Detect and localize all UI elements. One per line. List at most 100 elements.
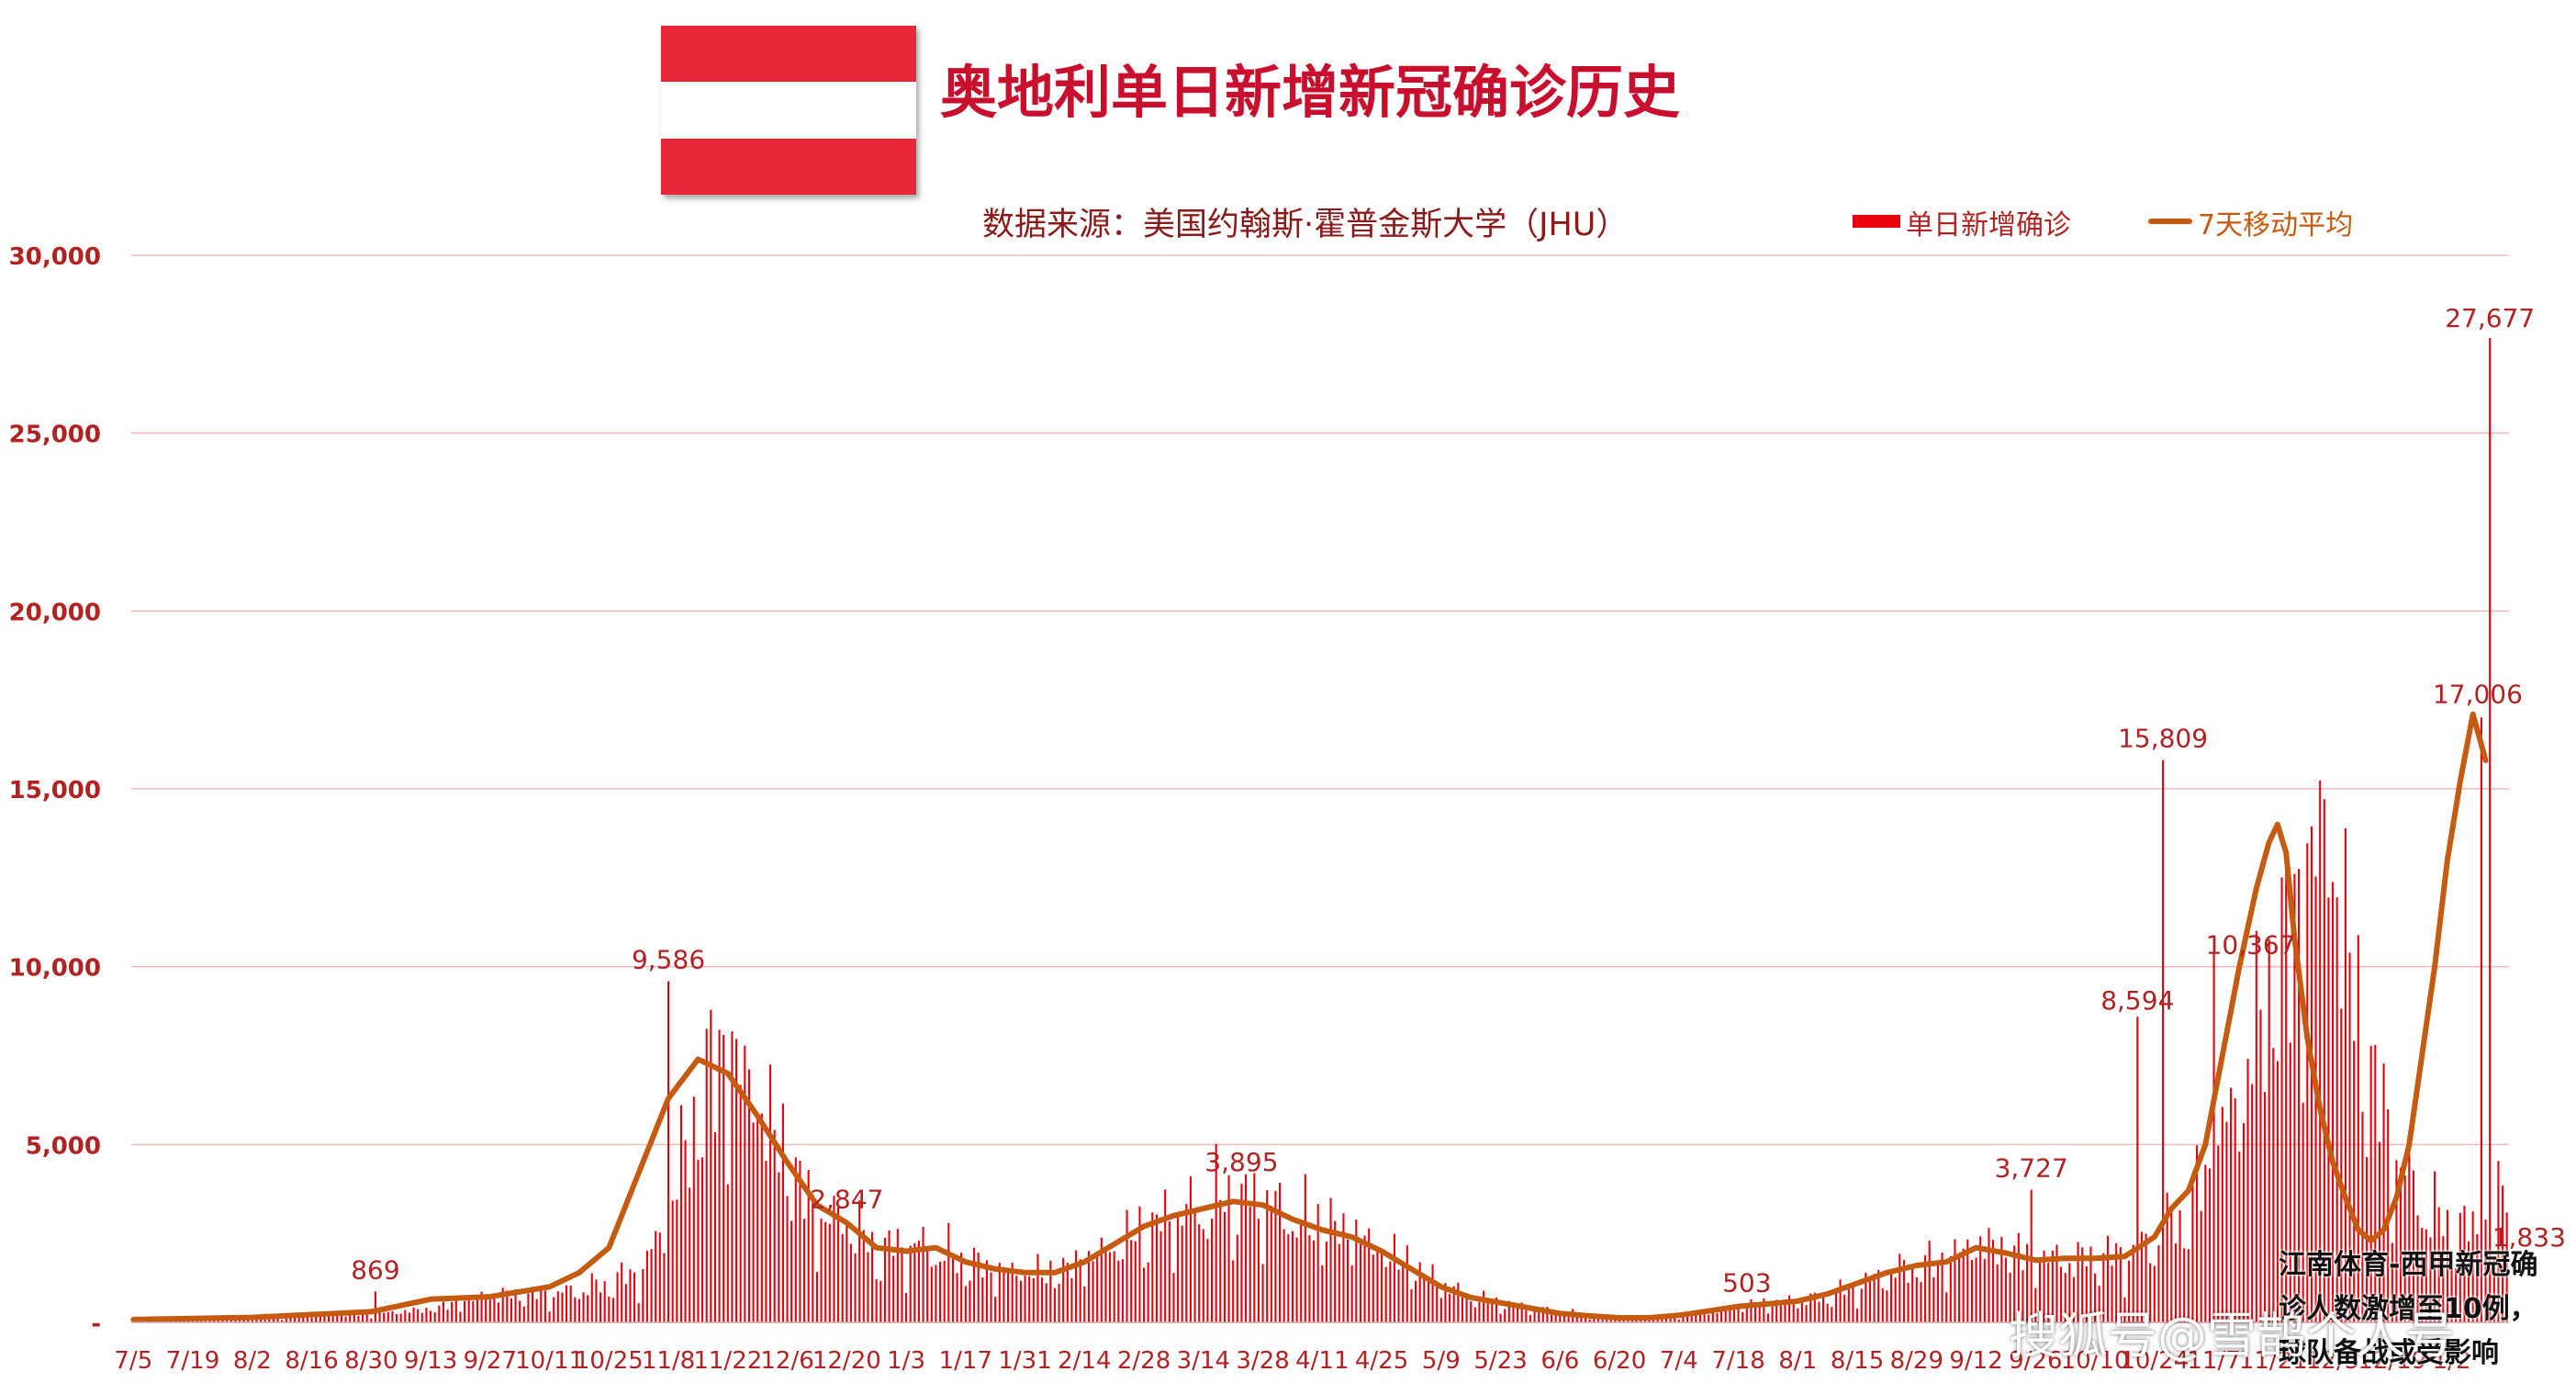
daily-case-bar xyxy=(1011,1263,1014,1322)
x-tick-label: 11/8 xyxy=(642,1347,695,1375)
x-tick-label: 3/28 xyxy=(1236,1347,1289,1375)
daily-case-bar xyxy=(2030,1189,2033,1322)
daily-case-bar xyxy=(1865,1273,1867,1322)
daily-case-bar xyxy=(1036,1253,1039,1322)
daily-case-bar xyxy=(1890,1270,1893,1322)
x-tick-label: 1/31 xyxy=(998,1347,1051,1375)
y-tick-label: 10,000 xyxy=(9,955,101,983)
daily-case-bar xyxy=(815,1271,818,1322)
daily-case-bar xyxy=(2246,1059,2249,1322)
daily-case-bar xyxy=(1618,1319,1621,1322)
x-tick-label: 9/27 xyxy=(464,1347,517,1375)
x-tick-label: 10/11 xyxy=(515,1347,584,1375)
daily-case-bar xyxy=(786,1196,789,1322)
daily-case-bar xyxy=(846,1220,848,1322)
daily-case-bar xyxy=(1724,1306,1727,1322)
daily-case-bar xyxy=(701,1157,704,1322)
daily-case-bar xyxy=(2255,930,2257,1322)
daily-case-bar xyxy=(268,1317,271,1322)
daily-case-bar xyxy=(1193,1209,1196,1322)
daily-case-bar xyxy=(599,1292,602,1322)
daily-case-bar xyxy=(365,1312,368,1322)
daily-case-bar xyxy=(1763,1298,1765,1322)
daily-case-bar xyxy=(574,1297,577,1322)
data-label: 9,586 xyxy=(632,945,705,975)
x-tick-label: 11/21 xyxy=(2239,1347,2308,1375)
daily-case-bar xyxy=(2200,1210,2202,1322)
daily-case-bar xyxy=(1418,1262,1421,1322)
daily-case-bar xyxy=(2458,1212,2461,1322)
daily-case-bar xyxy=(510,1298,512,1322)
daily-case-bar xyxy=(985,1260,988,1322)
daily-case-bar xyxy=(2094,1273,2097,1322)
daily-case-bar xyxy=(1113,1251,1115,1322)
daily-case-bar xyxy=(310,1317,313,1322)
daily-case-bar xyxy=(2298,869,2301,1322)
daily-case-bar xyxy=(540,1288,543,1322)
daily-case-bar xyxy=(888,1230,890,1322)
x-tick-label: 11/22 xyxy=(693,1347,762,1375)
daily-case-bar xyxy=(340,1316,342,1322)
daily-case-bar xyxy=(1813,1292,1816,1322)
daily-case-bar xyxy=(1232,1260,1235,1322)
daily-case-bar xyxy=(454,1298,457,1322)
x-tick-label: 12/19 xyxy=(2358,1347,2426,1375)
daily-case-bar xyxy=(438,1305,441,1322)
daily-case-bar xyxy=(1554,1312,1557,1322)
daily-case-bar xyxy=(1253,1173,1256,1322)
daily-case-bar xyxy=(2191,1174,2194,1322)
daily-case-bar xyxy=(713,1131,716,1322)
daily-case-bar xyxy=(383,1312,386,1322)
daily-case-bar xyxy=(1920,1282,1922,1322)
daily-case-bar xyxy=(1329,1197,1332,1322)
x-tick-label: 10/24 xyxy=(2120,1347,2189,1375)
daily-case-bar xyxy=(1988,1228,1990,1322)
daily-case-bar xyxy=(2128,1260,2131,1322)
x-tick-label: 9/13 xyxy=(404,1347,457,1375)
daily-case-bar xyxy=(587,1295,589,1322)
daily-case-bar xyxy=(1525,1310,1528,1322)
daily-case-bar xyxy=(1512,1303,1515,1322)
daily-case-bar xyxy=(1168,1221,1170,1322)
daily-case-bar xyxy=(1546,1307,1549,1322)
daily-case-bar xyxy=(1227,1175,1230,1322)
daily-case-bar xyxy=(1470,1301,1473,1322)
data-label: 3,895 xyxy=(1204,1147,1278,1177)
daily-case-bar xyxy=(2217,1145,2220,1322)
daily-case-bar xyxy=(561,1292,564,1322)
daily-case-bar xyxy=(2009,1272,2011,1322)
daily-case-bar xyxy=(1686,1314,1689,1322)
daily-case-bar xyxy=(1338,1243,1340,1322)
daily-case-bar xyxy=(420,1312,423,1322)
x-tick-label: 2/14 xyxy=(1058,1347,1111,1375)
daily-case-bar xyxy=(1847,1287,1850,1322)
x-tick-label: 12/6 xyxy=(760,1347,813,1375)
daily-case-bar xyxy=(1423,1273,1426,1322)
daily-case-bar xyxy=(1079,1259,1081,1322)
data-label: 503 xyxy=(1722,1268,1771,1298)
x-tick-label: 12/5 xyxy=(2306,1347,2359,1375)
x-tick-label: 1/17 xyxy=(939,1347,992,1375)
daily-case-bar xyxy=(1028,1276,1031,1322)
daily-case-bar xyxy=(2348,952,2351,1322)
daily-case-bar xyxy=(459,1311,462,1322)
daily-case-bar xyxy=(824,1221,827,1322)
daily-case-bar xyxy=(1664,1319,1667,1322)
daily-case-bar xyxy=(1372,1254,1374,1322)
data-label: 8,594 xyxy=(2100,985,2174,1016)
daily-case-bar xyxy=(519,1300,521,1322)
daily-case-bar xyxy=(1427,1278,1429,1322)
daily-case-bar xyxy=(1449,1294,1451,1322)
daily-case-bar xyxy=(1924,1255,1927,1322)
daily-case-bar xyxy=(467,1297,470,1322)
daily-case-bar xyxy=(2157,1244,2160,1322)
daily-case-bar xyxy=(2132,1244,2134,1322)
daily-case-bar xyxy=(1015,1276,1018,1322)
daily-case-bar xyxy=(1155,1214,1158,1322)
daily-case-bar xyxy=(1562,1315,1565,1322)
x-tick-label: 5/9 xyxy=(1422,1347,1461,1375)
daily-case-bar xyxy=(514,1288,517,1322)
daily-case-bar xyxy=(2149,1263,2152,1322)
daily-case-bar xyxy=(828,1223,831,1322)
daily-case-bar xyxy=(1754,1307,1757,1322)
